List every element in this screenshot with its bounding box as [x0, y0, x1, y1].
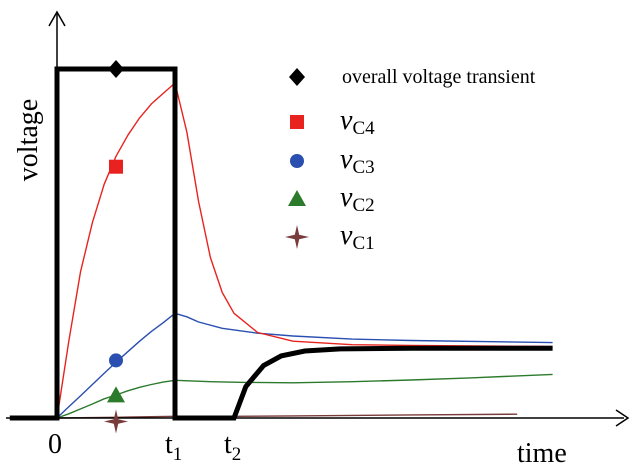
- legend-marker-overall: [289, 68, 305, 86]
- legend-subscript-vC1: C1: [352, 233, 374, 254]
- series-layer: [9, 66, 553, 421]
- data-point-vC3: [109, 353, 123, 368]
- x-axis-arrowhead: [615, 409, 630, 427]
- legend-item-vC2: vC2: [288, 182, 375, 216]
- legend-marker-vC3: [290, 154, 304, 168]
- x-axis-label: time: [517, 438, 567, 466]
- legend-item-vC1: vC1: [285, 220, 375, 254]
- x-tick-label-1: t1: [165, 429, 182, 465]
- y-axis-label: voltage: [13, 99, 44, 181]
- marker-layer: [104, 60, 128, 434]
- legend-item-vC4: vC4: [290, 105, 375, 139]
- legend-marker-vC2: [288, 190, 306, 206]
- legend-subscript-vC3: C3: [352, 157, 374, 178]
- series-line-vC3: [56, 312, 553, 419]
- legend-label-vC3: vC3: [340, 144, 375, 178]
- x-tick-label-0: 0: [48, 429, 62, 460]
- legend-marker-vC4: [290, 115, 304, 129]
- legend-marker-vC1: [285, 225, 309, 249]
- legend-label-vC1: vC1: [340, 220, 375, 254]
- x-tick-labels: 0 t1 t2: [48, 429, 241, 465]
- x-tick-subscript-1: 1: [173, 444, 183, 465]
- legend-item-overall: overall voltage transient: [289, 66, 536, 88]
- data-point-vC4: [109, 159, 123, 174]
- series-line-vC4: [56, 82, 553, 419]
- data-point-overall: [108, 60, 124, 78]
- data-point-vC1: [104, 409, 128, 434]
- data-point-vC2: [107, 386, 125, 403]
- series-line-overall: [9, 66, 553, 421]
- legend-subscript-vC2: C2: [352, 195, 374, 216]
- legend-label-overall: overall voltage transient: [342, 66, 536, 88]
- y-axis-arrowhead: [48, 10, 66, 27]
- x-tick-subscript-2: 2: [232, 444, 242, 465]
- legend-subscript-vC4: C4: [352, 118, 375, 139]
- legend-label-vC4: vC4: [340, 105, 375, 139]
- legend-item-vC3: vC3: [290, 144, 375, 178]
- legend-label-vC2: vC2: [340, 182, 375, 216]
- legend: overall voltage transient vC4 vC3 vC2 vC1: [285, 66, 536, 254]
- axes: [6, 10, 630, 427]
- series-line-vC2: [56, 373, 553, 419]
- x-tick-label-2: t2: [224, 429, 241, 465]
